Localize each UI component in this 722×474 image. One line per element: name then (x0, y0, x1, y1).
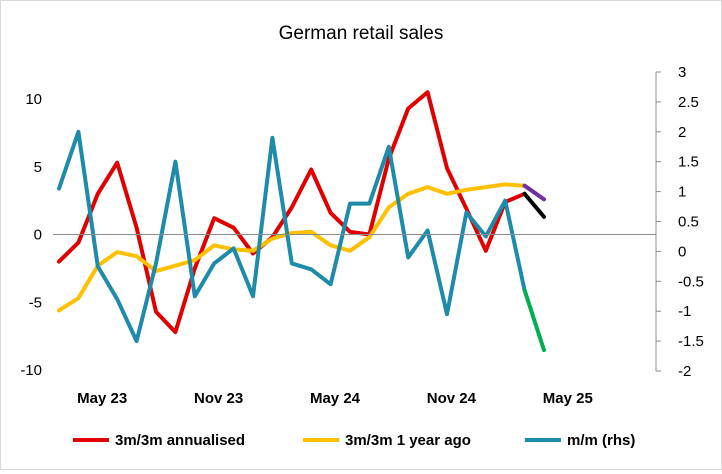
series-forecast-line-2 (522, 288, 546, 353)
left-axis-tick-label: -10 (20, 362, 42, 379)
left-axis-tick-label: 10 (25, 91, 42, 108)
right-axis-tick-label: 0 (678, 243, 686, 260)
left-axis-tick-label: -5 (29, 294, 42, 311)
right-axis-tick-label: -0.5 (678, 273, 704, 290)
x-axis-tick-label: May 24 (310, 390, 361, 407)
series-line-1 (57, 182, 527, 313)
x-axis-tick-label: May 23 (77, 390, 127, 407)
series-line-2 (57, 129, 527, 344)
axes-layer: 10 5 0 -5 -10 3 2.5 2 1.5 1 0.5 0 -0.5 -1 -1.5 -2 May 23… (20, 64, 704, 407)
right-axis-tick-label: 0.5 (678, 214, 699, 231)
series-forecast-line-0 (522, 191, 546, 219)
x-axis-tick-label: May 25 (543, 390, 593, 407)
right-axis-tick-label: 1.5 (678, 154, 699, 171)
right-axis-tick-label: 1 (678, 184, 686, 201)
legend-label-0: 3m/3m annualised (115, 432, 245, 449)
x-axis-tick-label: Nov 24 (427, 390, 477, 407)
legend: 3m/3m annualised 3m/3m 1 year ago m/m (rhs… (73, 432, 635, 449)
right-axis-tick-label: 2 (678, 124, 686, 141)
chart-title: German retail sales (279, 23, 444, 44)
right-axis-tick-label: 3 (678, 64, 686, 81)
right-axis-tick-label: -1.5 (678, 333, 704, 350)
legend-label-1: 3m/3m 1 year ago (345, 432, 471, 449)
lines-layer (57, 90, 546, 353)
right-axis-tick-label: -1 (678, 303, 691, 320)
right-axis-tick-label: -2 (678, 363, 691, 380)
right-axis-tick-label: 2.5 (678, 94, 699, 111)
left-axis-tick-label: 0 (34, 227, 42, 244)
series-forecast-line-1 (522, 183, 546, 202)
series-line-0 (57, 90, 527, 335)
left-axis-tick-label: 5 (34, 159, 42, 176)
x-axis-tick-label: Nov 23 (194, 390, 243, 407)
legend-label-2: m/m (rhs) (567, 432, 635, 449)
